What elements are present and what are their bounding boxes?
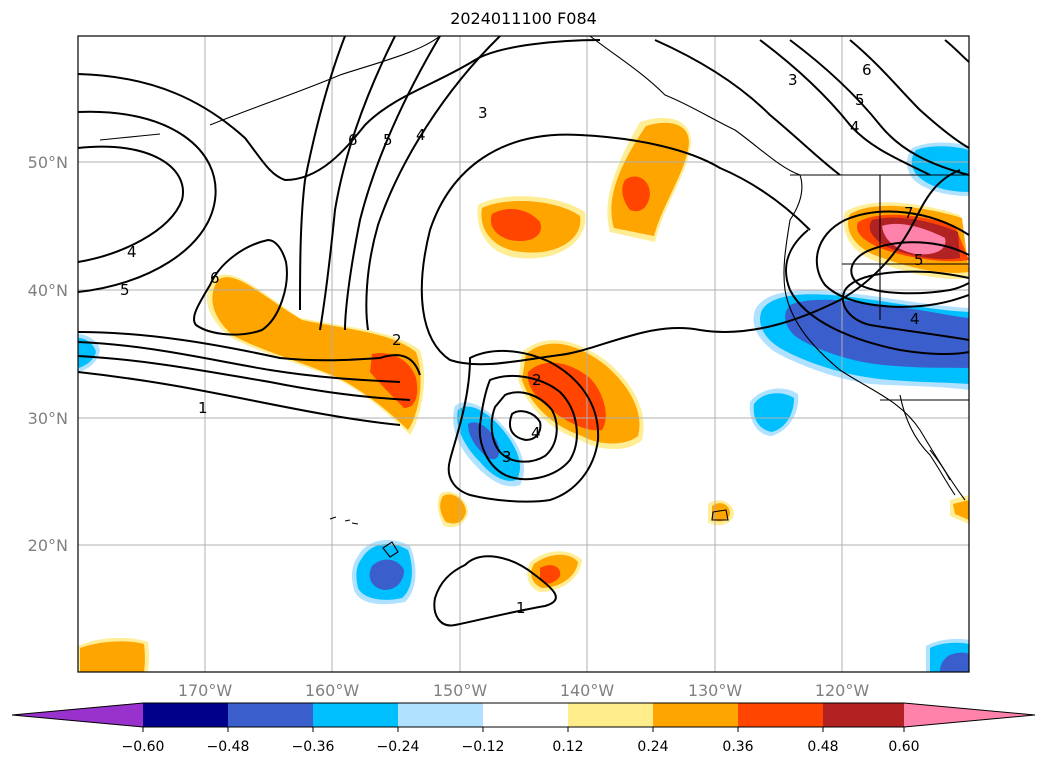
colorbar-tick-label: −0.24 [377, 739, 420, 755]
contour-label: 4 [531, 424, 541, 442]
contour-label: 2 [532, 371, 542, 389]
lon-tick-labels: 170°W 160°W 150°W 140°W 130°W 120°W [178, 681, 870, 700]
colorbar-tick-label: 0.24 [637, 739, 668, 755]
contour-label: 4 [416, 126, 426, 144]
colorbar-swatch [483, 703, 569, 727]
colorbar-tick-label: −0.48 [207, 739, 250, 755]
lat-tick-50n: 50°N [28, 153, 68, 172]
lon-tick-150w: 150°W [433, 681, 488, 700]
colorbar-tick-label: 0.36 [722, 739, 753, 755]
colorbar-extend-max [904, 703, 1035, 727]
shaded-fields [78, 117, 969, 672]
colorbar-swatch [313, 703, 399, 727]
contour-label: 5 [914, 251, 924, 269]
contour-label: 5 [383, 131, 393, 149]
colorbar-swatch [653, 703, 739, 727]
colorbar: −0.60 −0.48 −0.36 −0.24 −0.12 0.12 0.24 … [11, 702, 1036, 755]
contour-label: 3 [502, 448, 512, 466]
contour-label: 5 [120, 281, 130, 299]
contour-label: 4 [910, 310, 920, 328]
graticule [78, 36, 969, 672]
lat-tick-40n: 40°N [28, 281, 68, 300]
lon-tick-120w: 120°W [815, 681, 870, 700]
contour-lines [78, 36, 969, 627]
lon-tick-140w: 140°W [560, 681, 615, 700]
contour-labels: 4 5 6 5 4 3 6 2 1 2 4 3 1 3 6 5 4 7 5 4 [120, 61, 924, 617]
islands [329, 509, 729, 558]
lon-tick-160w: 160°W [305, 681, 360, 700]
colorbar-tick-label: −0.12 [462, 739, 505, 755]
contour-label: 6 [210, 269, 220, 287]
colorbar-swatch [568, 703, 654, 727]
colorbar-tick-label: 0.60 [888, 739, 919, 755]
lat-tick-30n: 30°N [28, 409, 68, 428]
contour-label: 5 [855, 91, 865, 109]
lon-tick-130w: 130°W [688, 681, 743, 700]
colorbar-swatch [738, 703, 824, 727]
colorbar-extend-min [12, 703, 143, 727]
colorbar-swatch [143, 703, 229, 727]
contour-label: 7 [904, 204, 914, 222]
colorbar-tick-label: 0.12 [552, 739, 583, 755]
map-frame [77, 35, 970, 673]
lat-tick-labels: 50°N 40°N 30°N 20°N [28, 153, 68, 555]
lat-tick-20n: 20°N [28, 536, 68, 555]
contour-label: 2 [392, 331, 402, 349]
contour-label: 6 [862, 61, 872, 79]
contour-label: 4 [127, 243, 137, 261]
contour-label: 1 [516, 599, 526, 617]
contour-label: 4 [850, 118, 860, 136]
colorbar-tick-label: −0.60 [122, 739, 165, 755]
map-title: 2024011100 F084 [450, 9, 597, 28]
lon-tick-170w: 170°W [178, 681, 233, 700]
contour-label: 3 [788, 71, 798, 89]
colorbar-swatch [398, 703, 484, 727]
contour-label: 6 [348, 131, 358, 149]
colorbar-tick-label: 0.48 [807, 739, 838, 755]
colorbar-swatch [228, 703, 314, 727]
contour-label: 1 [198, 399, 208, 417]
contour-label: 3 [478, 104, 488, 122]
colorbar-swatch [823, 703, 905, 727]
colorbar-tick-label: −0.36 [292, 739, 335, 755]
